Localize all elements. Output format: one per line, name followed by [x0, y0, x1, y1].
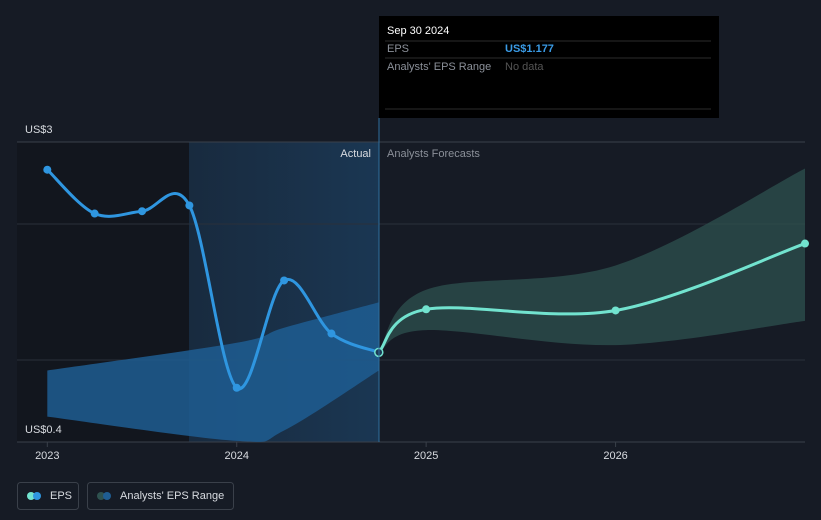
- eps-point: [801, 239, 809, 248]
- tooltip-range-value: No data: [505, 61, 544, 73]
- range-area: [47, 302, 379, 442]
- eps-point: [43, 165, 52, 174]
- eps-point: [138, 207, 147, 216]
- x-tick-label: 2025: [414, 450, 438, 462]
- eps-point: [232, 383, 241, 392]
- eps-point: [611, 306, 620, 315]
- legend-swatch: [103, 492, 111, 500]
- legend-label: Analysts' EPS Range: [120, 490, 224, 502]
- tooltip-eps-value: US$1.177: [505, 43, 554, 55]
- tooltip: Sep 30 2024 EPS US$1.177 Analysts' EPS R…: [379, 16, 719, 118]
- x-tick-label: 2024: [224, 450, 248, 462]
- legend-eps[interactable]: EPS: [17, 482, 79, 510]
- tooltip-eps-label: EPS: [387, 43, 409, 55]
- range-area: [378, 168, 805, 353]
- eps-point: [280, 276, 289, 285]
- actual-label: Actual: [340, 148, 371, 160]
- forecast-label: Analysts Forecasts: [387, 148, 480, 160]
- x-tick-label: 2023: [35, 450, 59, 462]
- eps-point: [90, 209, 99, 218]
- plot: US$3 US$0.4 2023 2024 2025 2026: [17, 124, 809, 462]
- y-tick-label: US$3: [25, 124, 53, 136]
- y-tick-label: US$0.4: [25, 424, 62, 436]
- x-tick-label: 2026: [603, 450, 627, 462]
- eps-point: [327, 329, 336, 338]
- legend-swatch: [27, 492, 35, 500]
- tooltip-date: Sep 30 2024: [387, 25, 449, 37]
- legend-button[interactable]: [87, 482, 234, 510]
- eps-line: [46, 168, 380, 391]
- legend-label: EPS: [50, 490, 72, 502]
- legend-button[interactable]: [17, 482, 79, 510]
- tooltip-box: [379, 16, 719, 118]
- legend-swatch: [33, 492, 41, 500]
- legend-range[interactable]: Analysts' EPS Range: [87, 482, 234, 510]
- eps-point: [422, 305, 431, 314]
- tooltip-range-label: Analysts' EPS Range: [387, 61, 491, 73]
- eps-line: [377, 242, 806, 354]
- legend: EPS Analysts' EPS Range: [17, 482, 234, 510]
- eps-point: [185, 201, 194, 210]
- legend-swatch: [97, 492, 105, 500]
